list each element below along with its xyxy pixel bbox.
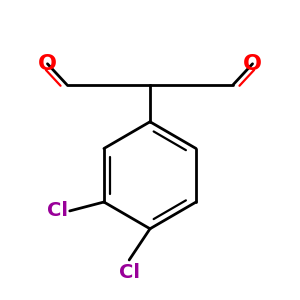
Text: O: O — [243, 54, 262, 74]
Text: O: O — [38, 54, 57, 74]
Text: Cl: Cl — [47, 201, 68, 220]
Text: Cl: Cl — [119, 263, 140, 282]
